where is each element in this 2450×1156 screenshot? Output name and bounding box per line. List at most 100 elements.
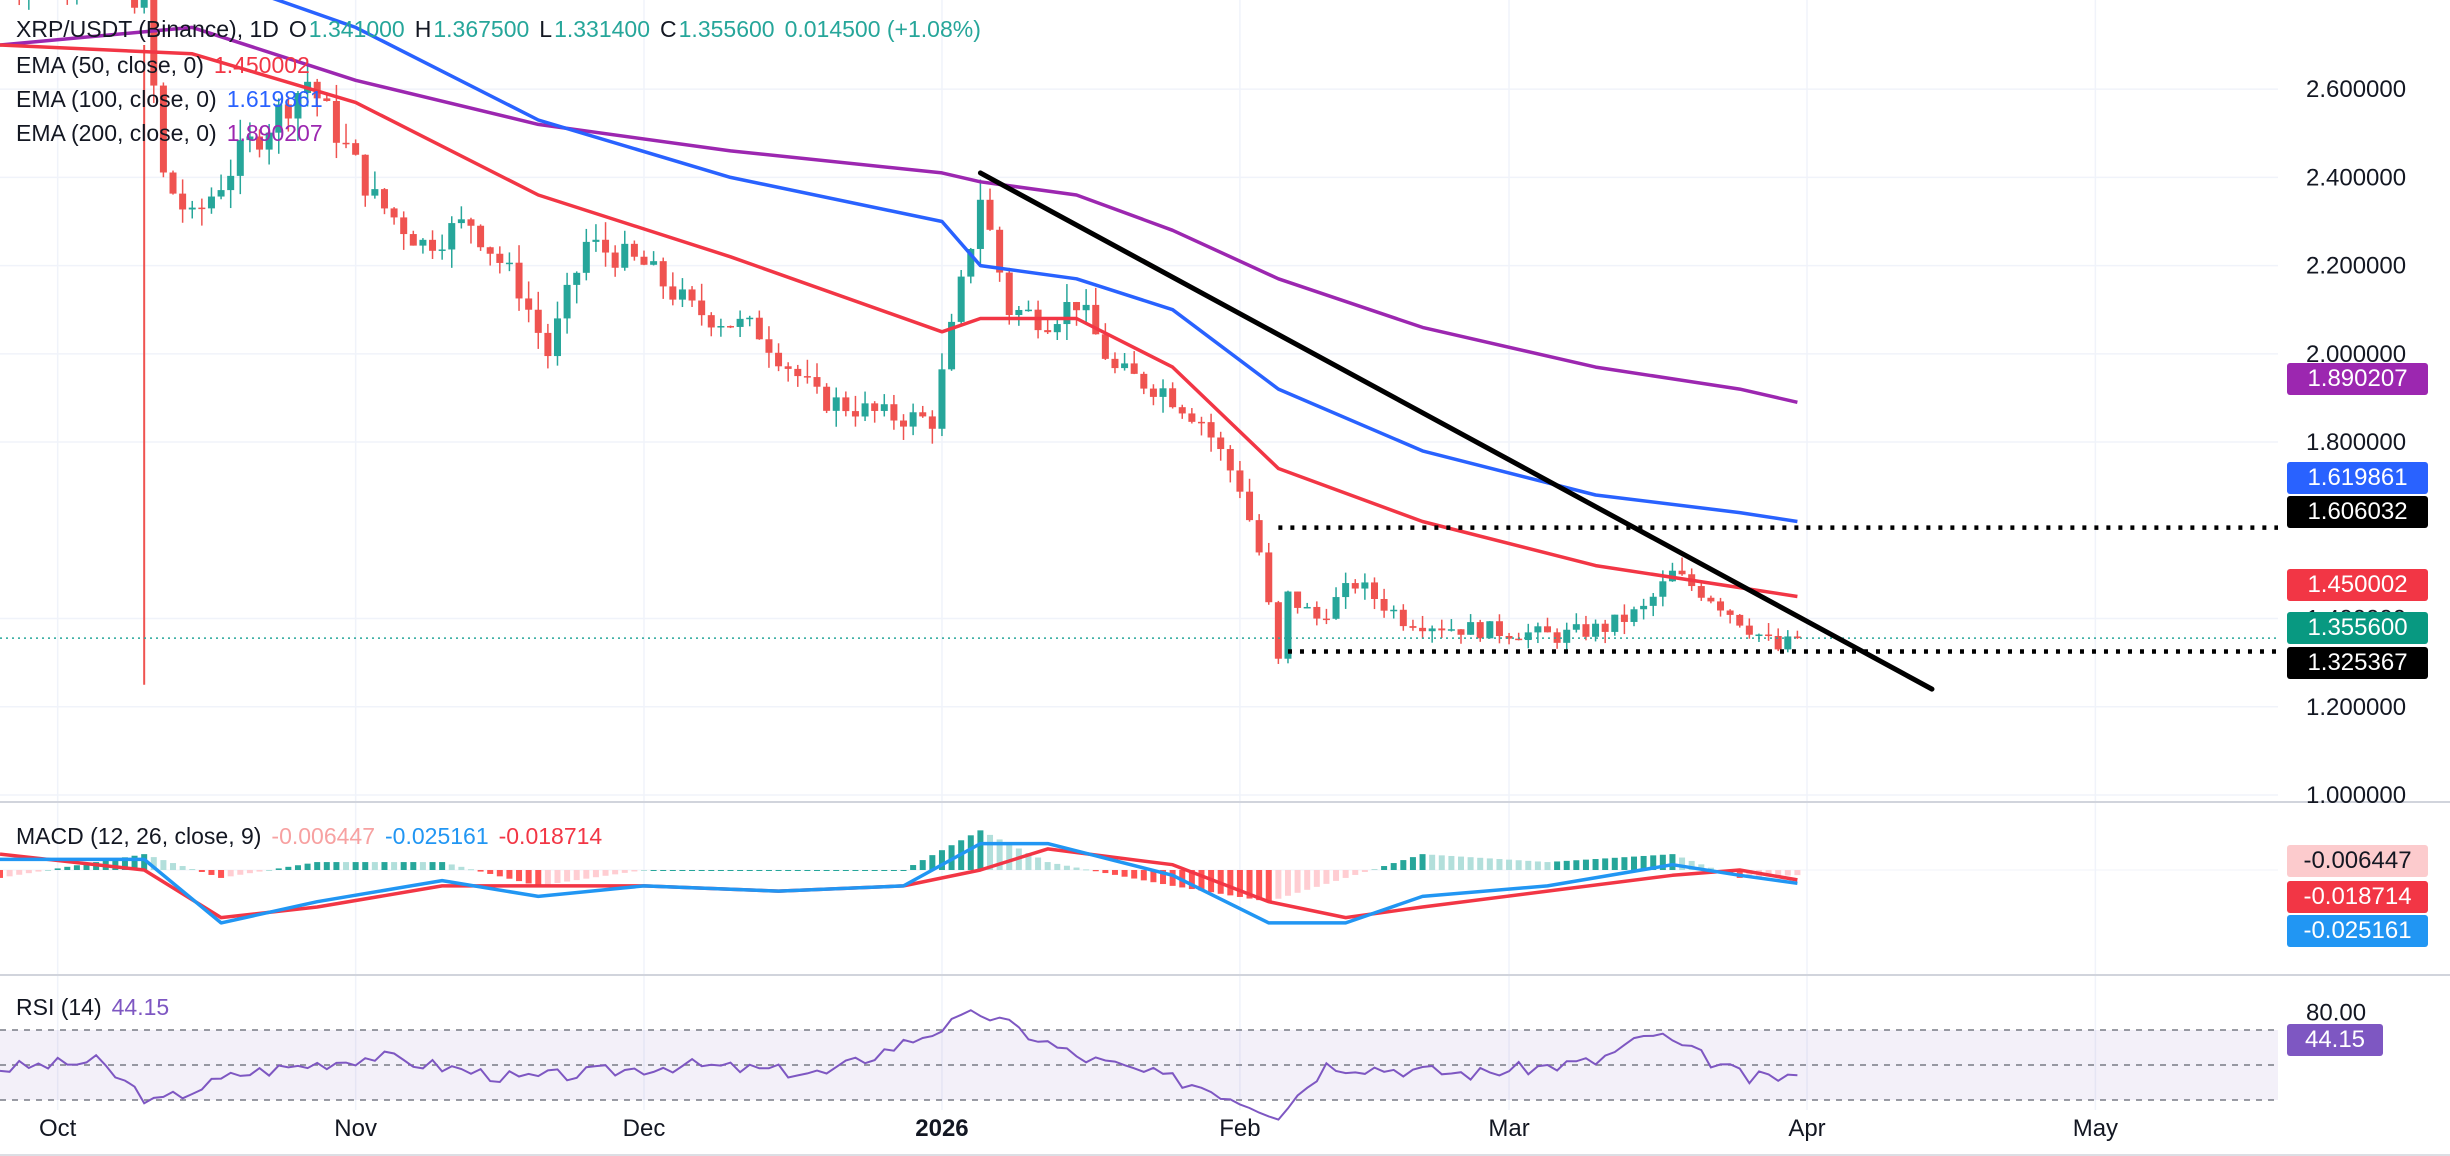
ema-lines: [0, 0, 1798, 599]
candle-body: [1697, 586, 1705, 598]
macd-histogram-bar: [833, 870, 840, 871]
ema50-price-badge: 1.450002: [2287, 569, 2428, 601]
candle-body: [784, 366, 792, 369]
candle-body: [650, 261, 658, 265]
macd-histogram-bar: [910, 865, 917, 870]
candle-body: [1178, 407, 1186, 414]
ema200-line: [0, 25, 1798, 405]
macd-label: MACD (12, 26, close, 9): [16, 823, 262, 849]
macd-histogram-bar: [814, 870, 821, 871]
macd-histogram-bar: [1275, 870, 1282, 899]
open-value: 1.341000: [308, 16, 405, 42]
macd-histogram-bar: [823, 870, 830, 871]
candle-body: [227, 175, 235, 191]
candle-body: [505, 262, 513, 265]
candle-body: [948, 321, 956, 370]
macd-histogram-bar: [1025, 853, 1032, 870]
macd-histogram-bar: [1621, 857, 1628, 870]
macd-histogram-bar: [650, 870, 657, 871]
ema200-legend: EMA (200, close, 0) 1.890207: [16, 118, 333, 148]
macd-histogram-bar: [621, 870, 628, 873]
macd-histogram-bar: [1054, 863, 1061, 870]
macd-histogram-bar: [218, 870, 225, 878]
candle-body: [1149, 388, 1157, 397]
last-price-badge: 1.355600: [2287, 612, 2428, 644]
macd-histogram-bar: [1371, 869, 1378, 871]
macd-histogram-bar: [400, 862, 407, 870]
x-tick-label: Oct: [39, 1115, 77, 1142]
candle-body: [563, 284, 571, 319]
ema100-label: EMA (100, close, 0): [16, 86, 217, 112]
open-label: O: [288, 16, 307, 42]
macd-histogram-bar: [64, 866, 71, 870]
candle-body: [486, 247, 494, 254]
candle-body: [698, 300, 706, 316]
x-tick-label: 2026: [915, 1115, 968, 1142]
candle-body: [1765, 634, 1773, 637]
candle-body: [823, 386, 831, 411]
rsi-label: RSI (14): [16, 994, 102, 1020]
candle-body: [1495, 621, 1503, 636]
macd-histogram-bar: [1323, 870, 1330, 884]
macd-histogram-bar: [1256, 870, 1263, 901]
change-value: 0.014500 (+1.08%): [784, 16, 981, 42]
macd-legend: MACD (12, 26, close, 9) -0.006447 -0.02516…: [16, 821, 612, 851]
candle-body: [592, 239, 600, 242]
candle-body: [1544, 626, 1552, 633]
macd-histogram-bar: [544, 870, 551, 885]
macd-histogram-bar: [842, 870, 849, 871]
candle-body: [457, 219, 465, 224]
candle-body: [717, 326, 725, 328]
macd-histogram-bar: [16, 870, 23, 875]
macd-histogram-bar: [362, 862, 369, 870]
macd-histogram-bar: [1784, 870, 1791, 876]
macd-histogram-bar: [583, 870, 590, 879]
macd-histogram-bar: [871, 870, 878, 871]
macd-histogram-bar: [1102, 870, 1109, 874]
candle-body: [707, 315, 715, 328]
candle-body: [1380, 598, 1388, 611]
ema50-value: 1.450002: [213, 52, 310, 78]
candle-body: [659, 261, 667, 287]
candle-body: [1082, 304, 1090, 311]
rsi-badge: 44.15: [2287, 1024, 2383, 1056]
candle-body: [400, 217, 408, 235]
candle-body: [688, 289, 696, 301]
macd-histogram-bar: [1698, 864, 1705, 870]
x-tick-label: Mar: [1488, 1115, 1529, 1142]
candle-body: [390, 208, 398, 218]
candle-body: [525, 298, 533, 310]
macd-histogram-bar: [1582, 859, 1589, 870]
y-tick-label: 2.200000: [2306, 253, 2406, 280]
candle-body: [736, 318, 744, 327]
candle-body: [582, 241, 590, 273]
candle-body: [928, 416, 936, 429]
candle-body: [1207, 422, 1215, 438]
macd-histogram-bar: [439, 862, 446, 870]
macd-histogram-bar: [1111, 870, 1118, 875]
candle-body: [986, 199, 994, 230]
candle-body: [448, 223, 456, 250]
candle-body: [1534, 626, 1542, 633]
macd-histogram-bar: [602, 870, 609, 876]
macd-histogram-bar: [333, 862, 340, 870]
macd-histogram-bar: [0, 870, 3, 878]
candle-body: [1572, 624, 1580, 630]
candle-body: [957, 276, 965, 322]
candle-body: [1197, 421, 1205, 424]
candle-body: [842, 397, 850, 412]
macd-histogram-bar: [323, 862, 330, 870]
candle-body: [919, 412, 927, 417]
low-label: L: [539, 16, 553, 42]
candle-body: [1784, 636, 1792, 650]
macd-histogram-bar: [1429, 854, 1436, 870]
macd-histogram-bar: [1063, 865, 1070, 870]
macd-histogram-bar: [467, 869, 474, 871]
high-value: 1.367500: [433, 16, 530, 42]
macd-histogram-bar: [737, 870, 744, 871]
ema200-label: EMA (200, close, 0): [16, 120, 217, 146]
ohlc-legend: XRP/USDT (Binance), 1D O1.341000 H1.367500…: [16, 14, 991, 44]
candle-body: [246, 136, 254, 141]
macd-histogram-bar: [573, 870, 580, 881]
macd-histogram-bar: [1457, 856, 1464, 870]
